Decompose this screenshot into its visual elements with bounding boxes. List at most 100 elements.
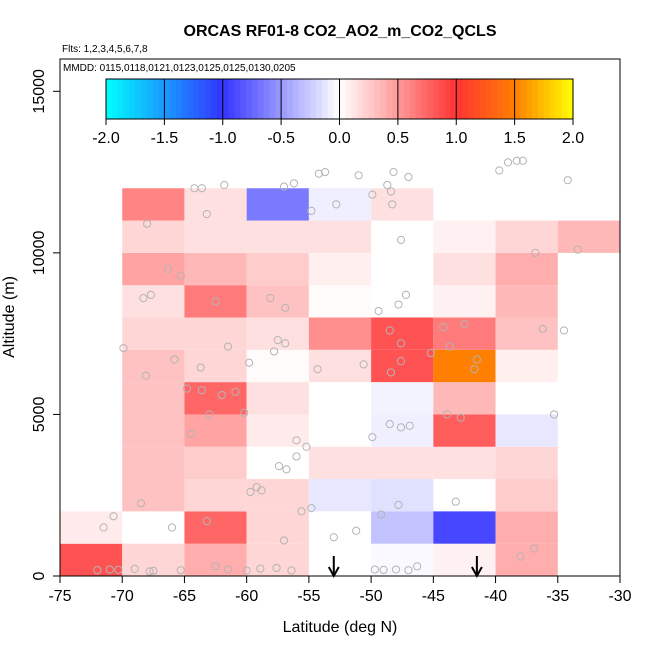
heatmap-cell	[433, 511, 496, 544]
sample-point	[211, 297, 220, 306]
colorbar-swatch	[205, 79, 212, 119]
sample-point	[531, 248, 540, 257]
sample-point	[302, 442, 311, 451]
colorbar-swatch	[555, 79, 562, 119]
sample-point	[405, 421, 414, 430]
sample-point	[439, 323, 448, 332]
sample-point	[93, 566, 102, 575]
x-tick-label: -70	[111, 588, 134, 605]
sample-point	[368, 190, 377, 199]
sample-point	[279, 182, 289, 191]
x-tick-label: -40	[484, 588, 507, 605]
sample-point	[282, 465, 291, 474]
sample-point	[512, 156, 521, 165]
colorbar-swatch	[537, 79, 545, 119]
heatmap-cell	[122, 349, 185, 383]
sample-point	[456, 413, 465, 422]
x-tick-label: -75	[48, 588, 71, 605]
heatmap-cell	[495, 317, 558, 350]
sample-point	[370, 565, 379, 574]
colorbar-ticks	[105, 79, 574, 125]
heatmap-cell	[495, 252, 558, 286]
colorbar-tick-label: 0.0	[328, 130, 350, 147]
colorbar-swatch	[222, 79, 230, 119]
sample-point	[307, 504, 316, 513]
heatmap-cell	[308, 446, 372, 480]
heatmap-cell	[371, 317, 434, 350]
sample-point	[269, 347, 279, 356]
sample-point	[538, 324, 547, 333]
colorbar-swatch	[479, 79, 487, 119]
colorbar-swatch	[374, 79, 381, 119]
sample-point	[297, 507, 306, 516]
heatmap-cell	[122, 414, 185, 447]
sample-point	[223, 565, 233, 574]
sample-point	[354, 171, 363, 180]
colorbar-swatch	[292, 79, 300, 119]
heatmap-cell	[371, 511, 434, 544]
sample-point	[139, 294, 148, 303]
sample-point	[396, 423, 406, 432]
sample-point	[396, 357, 406, 366]
heatmap-cell	[371, 188, 434, 221]
sample-point	[217, 390, 226, 400]
sample-point	[385, 326, 394, 335]
colorbar-swatches	[106, 79, 574, 119]
sample-point	[394, 300, 403, 309]
heatmap-cell	[246, 285, 309, 318]
cells-layer	[60, 188, 620, 576]
sample-point	[320, 167, 330, 177]
sample-point	[396, 235, 406, 245]
colorbar-swatch	[362, 79, 370, 119]
heatmap-cell	[184, 543, 247, 576]
colorbar-swatch	[310, 79, 317, 119]
sample-point	[99, 523, 108, 532]
colorbar-swatch	[403, 79, 411, 119]
heatmap-cell	[246, 511, 309, 544]
y-tick-labels: 0 5000 10000 15000	[31, 69, 48, 580]
colorbar-swatch	[269, 79, 276, 119]
heatmap-cell	[122, 252, 185, 286]
heatmap-cell	[122, 317, 185, 350]
heatmap-cell	[433, 220, 496, 253]
sample-point	[396, 339, 406, 348]
sample-point	[426, 348, 435, 358]
heatmap-cell	[433, 252, 496, 286]
sample-point	[329, 533, 338, 542]
heatmap-cell	[308, 220, 372, 253]
sample-point	[281, 303, 290, 312]
sample-point	[281, 339, 290, 348]
colorbar-swatch	[240, 79, 247, 119]
sample-point	[413, 562, 422, 571]
sample-point	[292, 436, 301, 445]
sample-point	[307, 206, 316, 215]
colorbar-swatch	[141, 79, 148, 119]
sample-point	[202, 516, 211, 526]
sample-point	[176, 566, 185, 575]
colorbar-tick-label: -2.0	[92, 130, 120, 147]
colorbar-swatch	[216, 79, 224, 119]
heatmap-cell	[184, 446, 247, 480]
x-tick-label: -65	[173, 588, 196, 605]
colorbar-swatch	[386, 79, 393, 119]
sample-point	[573, 245, 582, 254]
sample-point	[274, 462, 284, 471]
heatmap-cell	[60, 511, 123, 544]
colorbar-swatch	[532, 79, 539, 119]
sample-point	[242, 566, 251, 575]
sample-point	[359, 360, 368, 369]
colorbar-tick-label: -1.5	[151, 130, 179, 147]
sample-point	[197, 184, 206, 193]
x-tick-labels: -75 -70 -65 -60 -55 -50 -45 -40 -35 -30	[48, 588, 631, 605]
colorbar-swatch	[508, 79, 516, 119]
sample-point	[287, 566, 296, 575]
colorbar-swatch	[281, 79, 288, 119]
sample-point	[146, 290, 155, 299]
y-tick-label: 10000	[31, 231, 48, 276]
sample-point	[114, 565, 123, 574]
sample-point	[394, 500, 403, 510]
colorbar-swatch	[123, 79, 130, 119]
colorbar-swatch	[421, 79, 428, 119]
sample-point	[279, 536, 289, 545]
